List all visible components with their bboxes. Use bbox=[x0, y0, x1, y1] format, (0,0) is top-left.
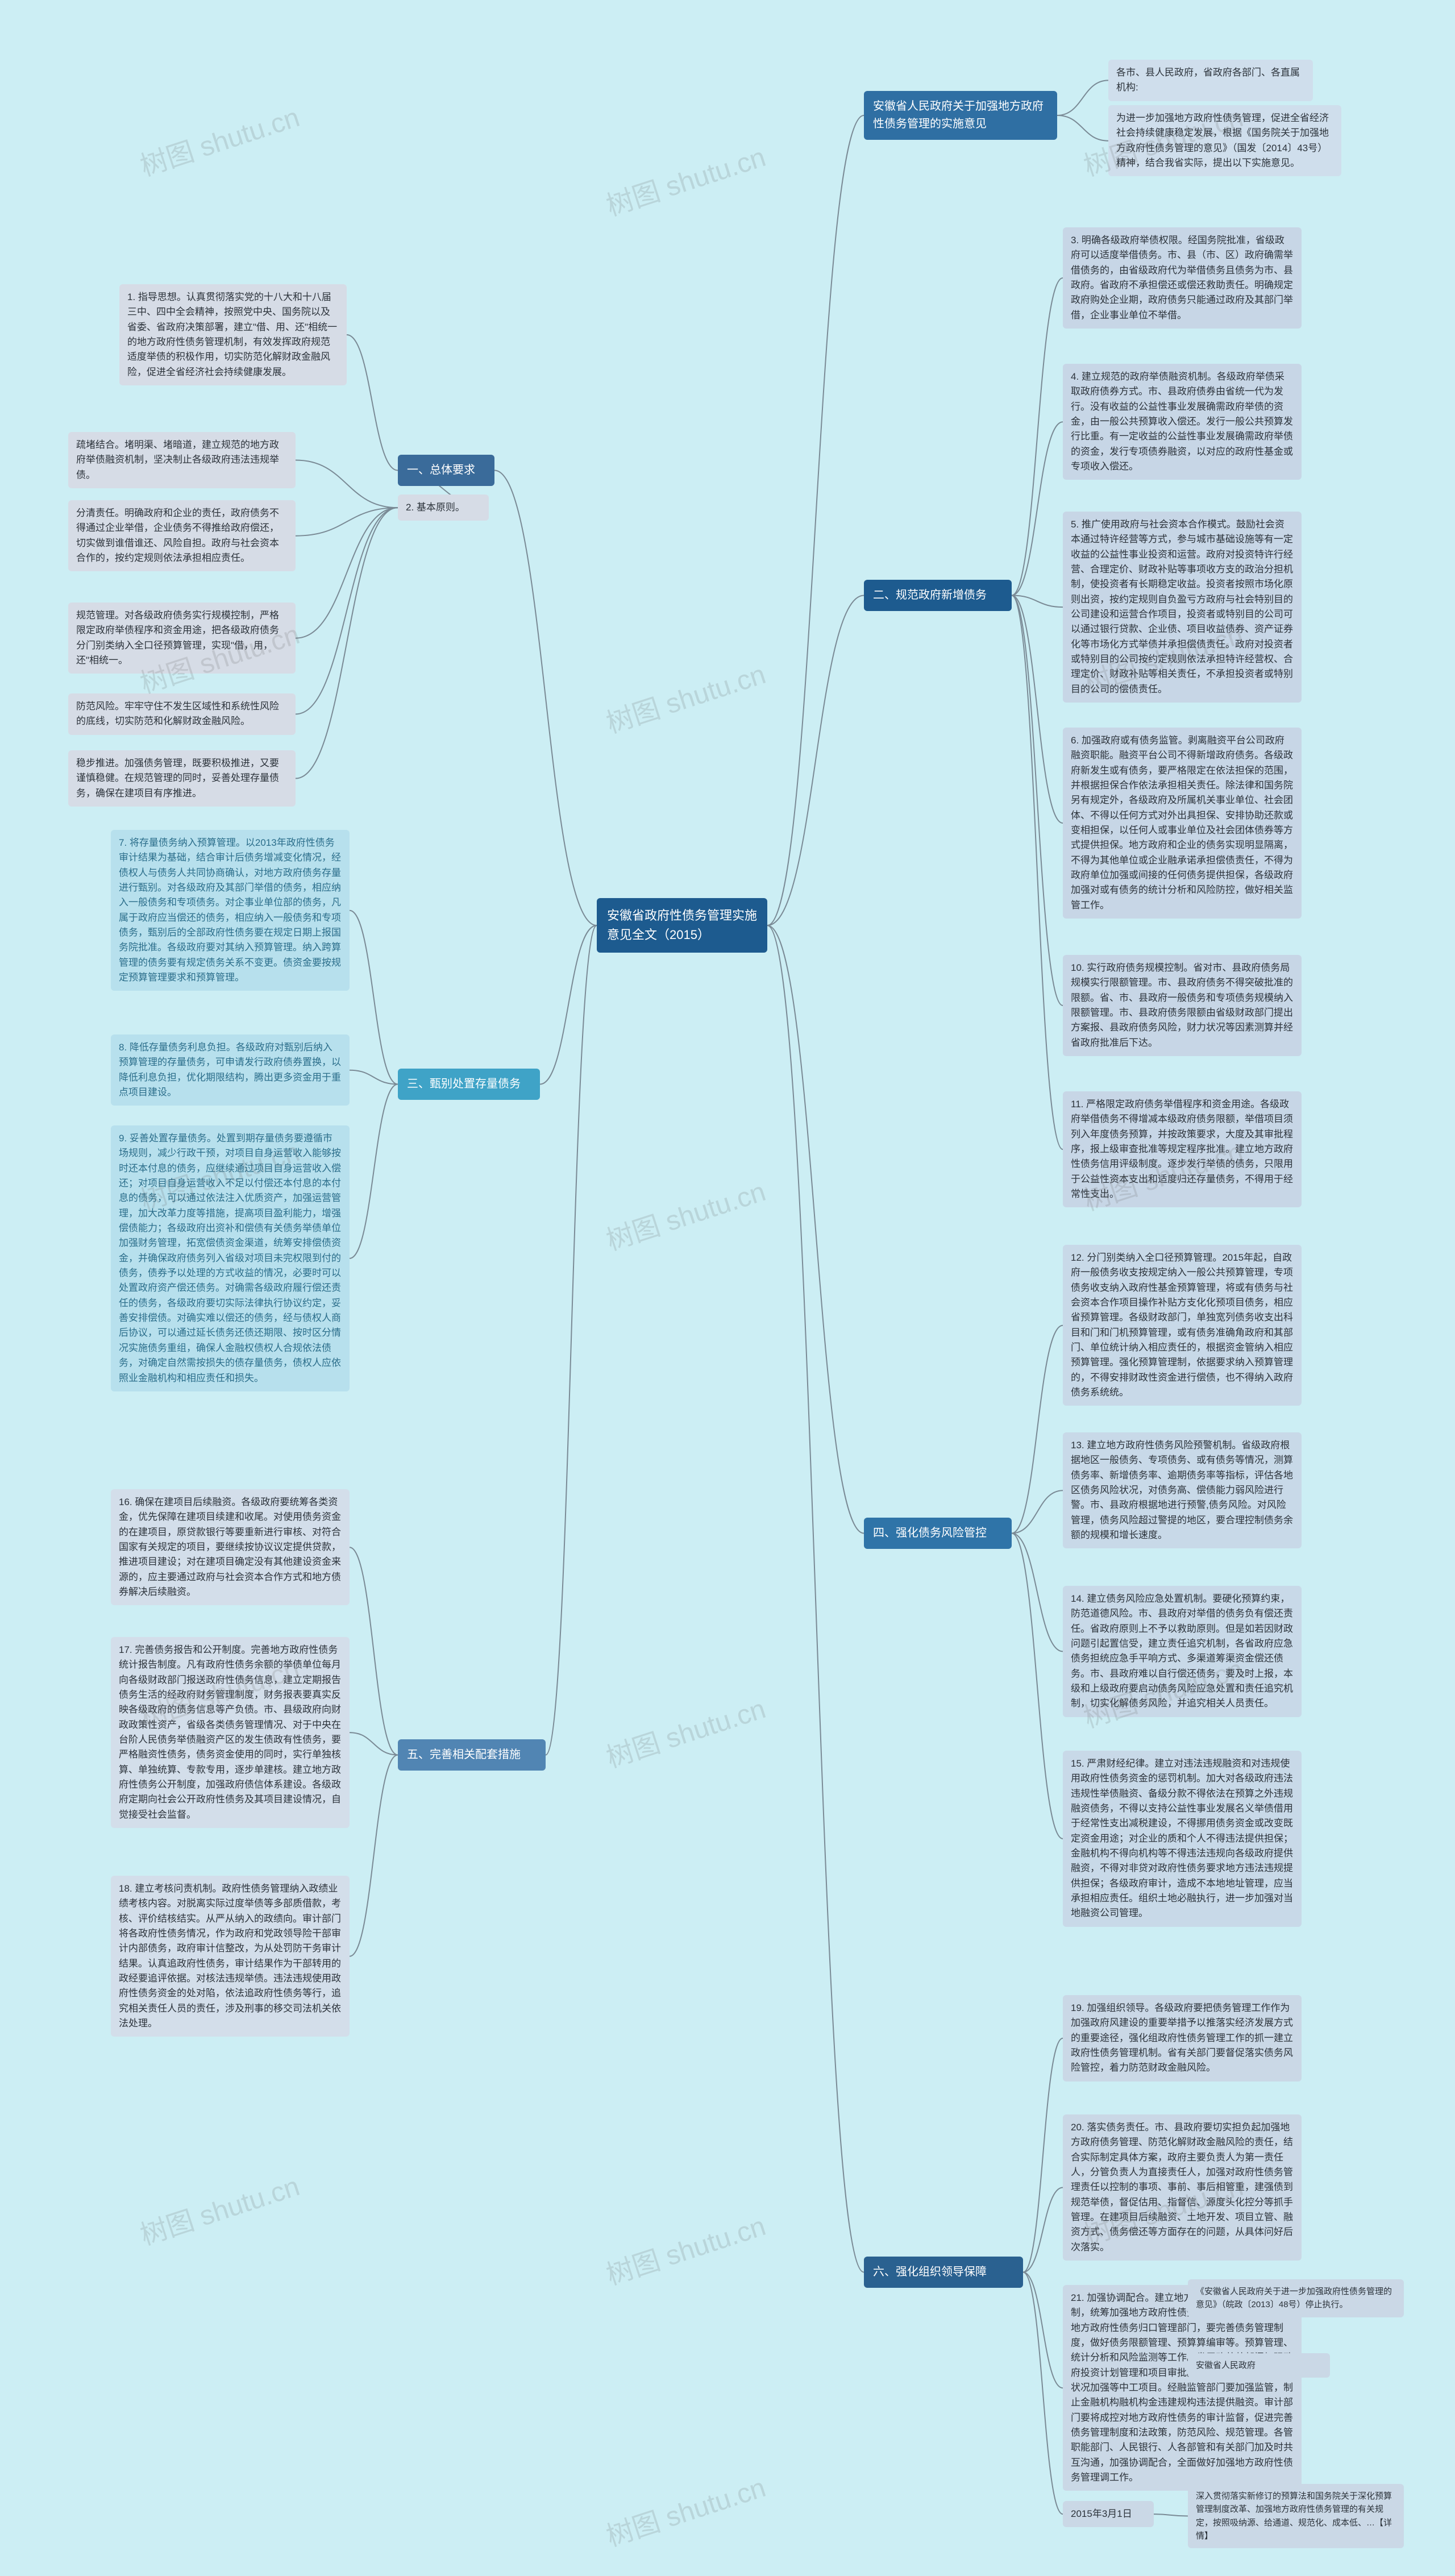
leaf-6-footnote-1: 《安徽省人民政府关于进一步加强政府性债务管理的意见》（皖政〔2013〕48号）停… bbox=[1188, 2279, 1404, 2317]
section-1: 一、总体要求 bbox=[398, 455, 494, 486]
watermark: 树图 shutu.cn bbox=[600, 2465, 770, 2554]
section-5: 五、完善相关配套措施 bbox=[398, 1739, 546, 1771]
leaf-6-footnote-2: 安徽省人民政府 bbox=[1188, 2353, 1330, 2378]
watermark: 树图 shutu.cn bbox=[600, 135, 770, 223]
leaf-3-7: 7. 将存量债务纳入预算管理。以2013年政府性债务审计结果为基础，结合审计后债… bbox=[111, 830, 350, 991]
leaf-2-10: 10. 实行政府债务规模控制。省对市、县政府债务局规模实行限额管理。市、县政府债… bbox=[1063, 955, 1302, 1056]
section-3: 三、甄别处置存量债务 bbox=[398, 1069, 540, 1100]
watermark: 树图 shutu.cn bbox=[134, 95, 304, 184]
leaf-4-14: 14. 建立债务风险应急处置机制。要硬化预算约束，防范道德风险。市、县政府对举借… bbox=[1063, 1586, 1302, 1717]
leaf-5-16: 16. 确保在建项目后续融资。各级政府要统筹各类资金，优先保障在建项目续建和收尾… bbox=[111, 1489, 350, 1605]
leaf-4-12: 12. 分门别类纳入全口径预算管理。2015年起，自政府一般债务收支按规定纳入一… bbox=[1063, 1245, 1302, 1406]
leaf-2-5: 5. 推广使用政府与社会资本合作模式。鼓励社会资本通过特许经营等方式，参与城市基… bbox=[1063, 512, 1302, 703]
leaf-1-1: 1. 指导思想。认真贯彻落实党的十八大和十八届三中、四中全会精神，按照党中央、国… bbox=[119, 284, 347, 385]
section-6: 六、强化组织领导保障 bbox=[864, 2257, 1023, 2288]
watermark: 树图 shutu.cn bbox=[600, 2204, 770, 2292]
leaf-6-20: 20. 落实债务责任。市、县政府要切实担负起加强地方政府债务管理、防范化解财政金… bbox=[1063, 2114, 1302, 2261]
leaf-1-2e: 稳步推进。加强债务管理，既要积极推进，又要谨慎稳健。在规范管理的同时，妥善处理存… bbox=[68, 750, 296, 807]
leaf-2-3: 3. 明确各级政府举债权限。经国务院批准，省级政府可以适度举借债务。市、县（市、… bbox=[1063, 227, 1302, 329]
leaf-4-13: 13. 建立地方政府性债务风险预警机制。省级政府根据地区一般债务、专项债务、或有… bbox=[1063, 1432, 1302, 1548]
watermark: 树图 shutu.cn bbox=[600, 652, 770, 741]
root-node: 安徽省政府性债务管理实施意见全文（2015） bbox=[597, 898, 767, 953]
watermark: 树图 shutu.cn bbox=[134, 2164, 304, 2253]
watermark: 树图 shutu.cn bbox=[600, 1686, 770, 1775]
watermark: 树图 shutu.cn bbox=[600, 1169, 770, 1258]
leaf-1-2b: 分清责任。明确政府和企业的责任，政府债务不得通过企业举借，企业债务不得推给政府偿… bbox=[68, 500, 296, 571]
leaf-6-date: 2015年3月1日 bbox=[1063, 2501, 1154, 2527]
leaf-5-17: 17. 完善债务报告和公开制度。完善地方政府性债务统计报告制度。凡有政府性债务余… bbox=[111, 1637, 350, 1828]
section-2: 二、规范政府新增债务 bbox=[864, 580, 1012, 611]
leaf-2-6: 6. 加强政府或有债务监管。剥离融资平台公司政府融资职能。融资平台公司不得新增政… bbox=[1063, 728, 1302, 919]
leaf-4-15: 15. 严肃财经纪律。建立对违法违规融资和对违规使用政府性债务资金的惩罚机制。加… bbox=[1063, 1751, 1302, 1927]
leaf-recipients: 各市、县人民政府，省政府各部门、各直属机构: bbox=[1108, 60, 1313, 101]
section-4: 四、强化债务风险管控 bbox=[864, 1518, 1012, 1549]
leaf-1-2a: 疏堵结合。堵明渠、堵暗道，建立规范的地方政府举债融资机制，坚决制止各级政府违法违… bbox=[68, 432, 296, 488]
leaf-6-19: 19. 加强组织领导。各级政府要把债务管理工作作为加强政府风建设的重要举措予以推… bbox=[1063, 1995, 1302, 2081]
leaf-1-2d: 防范风险。牢牢守住不发生区域性和系统性风险的底线，切实防范和化解财政金融风险。 bbox=[68, 693, 296, 735]
leaf-preamble: 为进一步加强地方政府性债务管理，促进全省经济社会持续健康稳定发展，根据《国务院关… bbox=[1108, 105, 1341, 176]
leaf-6-footnote-3: 深入贯彻落实新修订的预算法和国务院关于深化预算管理制度改革、加强地方政府性债务管… bbox=[1188, 2484, 1404, 2548]
leaf-1-2-label: 2. 基本原则。 bbox=[398, 495, 489, 521]
leaf-5-18: 18. 建立考核问责机制。政府性债务管理纳入政绩业绩考核内容。对脱离实际过度举债… bbox=[111, 1876, 350, 2037]
leaf-2-11: 11. 严格限定政府债务举借程序和资金用途。各级政府举借债务不得增减本级政府债务… bbox=[1063, 1091, 1302, 1207]
leaf-2-4: 4. 建立规范的政府举债融资机制。各级政府举债采取政府债券方式。市、县政府债券由… bbox=[1063, 364, 1302, 480]
leaf-3-9: 9. 妥善处置存量债务。处置到期存量债务要遵循市场规则，减少行政干预，对项目自身… bbox=[111, 1125, 350, 1391]
leaf-1-2c: 规范管理。对各级政府债务实行规模控制，严格限定政府举债程序和资金用途，把各级政府… bbox=[68, 603, 296, 674]
leaf-3-8: 8. 降低存量债务利息负担。各级政府对甄别后纳入预算管理的存量债务，可申请发行政… bbox=[111, 1034, 350, 1106]
section-header-intro: 安徽省人民政府关于加强地方政府性债务管理的实施意见 bbox=[864, 91, 1057, 140]
